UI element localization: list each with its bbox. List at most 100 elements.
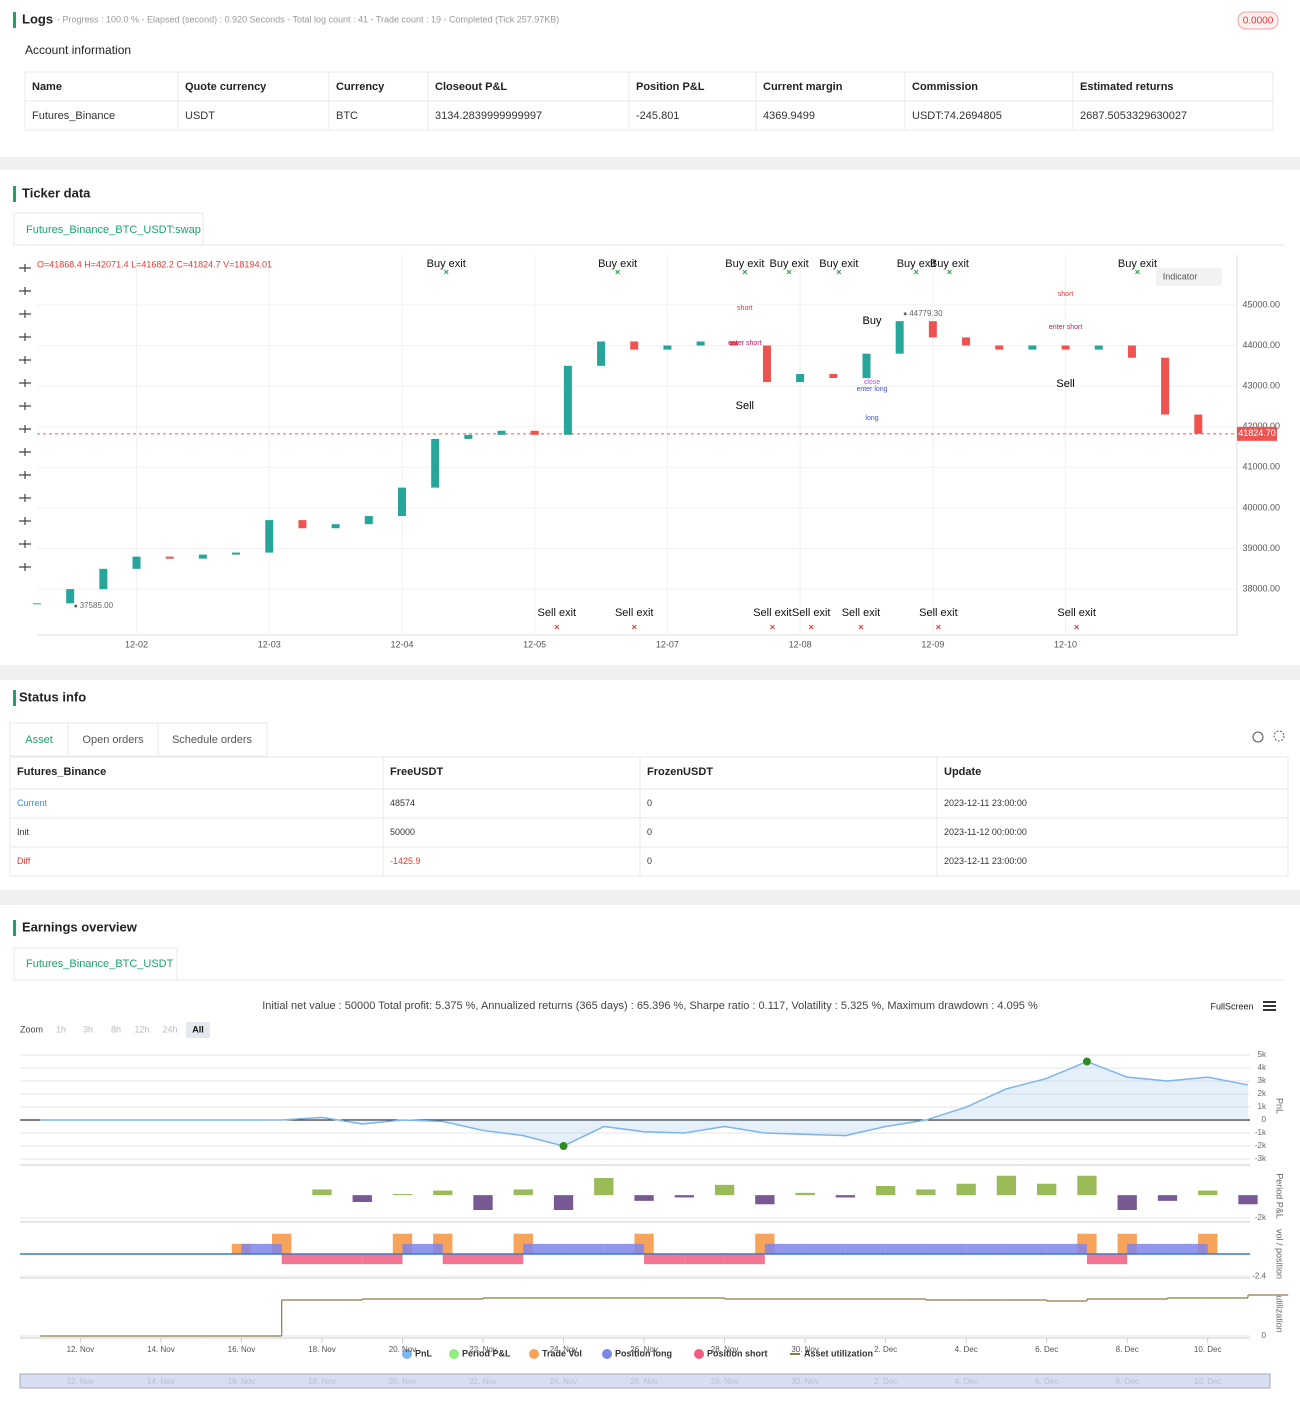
legend-item: Position short	[707, 1348, 768, 1358]
candle	[729, 341, 738, 346]
candle	[132, 556, 141, 569]
zoom-button-bg[interactable]	[186, 1022, 210, 1038]
signal-label: long	[865, 415, 878, 422]
ohlc-text: O=41868.4 H=42071.4 L=41682.2 C=41824.7 …	[37, 259, 272, 269]
table-header: Current margin	[763, 81, 843, 93]
table-header: Commission	[912, 81, 978, 93]
candle	[530, 430, 539, 435]
bar	[916, 1189, 936, 1196]
settings-icon[interactable]	[1273, 730, 1285, 742]
table-cell: 3134.2839999999997	[435, 110, 542, 122]
toolbar-icon[interactable]	[19, 333, 31, 341]
pnl-area	[40, 1061, 1248, 1147]
bar	[392, 1194, 413, 1196]
x-tick-label: 12-04	[390, 639, 413, 649]
table-header: Name	[32, 81, 62, 93]
x-tick-label: 22. Nov	[469, 1345, 497, 1354]
toolbar-icon[interactable]	[19, 540, 31, 548]
x-tick-label: 26. Nov	[630, 1345, 658, 1354]
exit-label: Buy exit	[897, 258, 936, 270]
section-marker	[13, 690, 16, 706]
candle	[497, 430, 506, 435]
candle	[397, 487, 406, 517]
navigator[interactable]	[19, 1373, 1271, 1389]
table-cell: -245.801	[636, 110, 679, 122]
table-header: FrozenUSDT	[647, 766, 713, 778]
bar	[1077, 1175, 1097, 1196]
exit-cross	[836, 269, 842, 275]
x-tick-label: 12-08	[789, 639, 812, 649]
toolbar-icon[interactable]	[19, 448, 31, 456]
earnings-tab[interactable]	[13, 947, 178, 981]
toolbar-icon[interactable]	[19, 402, 31, 410]
table-cell: Init	[17, 827, 30, 837]
x-tick-label: 12-07	[656, 639, 679, 649]
section-marker	[13, 920, 16, 936]
x-tick-label: 28. Nov	[711, 1345, 739, 1354]
position-band	[845, 1243, 886, 1254]
position-band	[402, 1243, 443, 1254]
summary-text: Initial net value : 50000 Total profit: …	[262, 1000, 1038, 1012]
navigator-label: 6. Dec	[1035, 1377, 1058, 1386]
toolbar-icon[interactable]	[19, 517, 31, 525]
candle	[331, 524, 340, 529]
toolbar-icon[interactable]	[19, 563, 31, 571]
legend-symbol	[602, 1349, 612, 1359]
table-cell: 2023-12-11 23:00:00	[944, 798, 1027, 808]
bar	[1117, 1195, 1137, 1210]
section-title: Ticker data	[22, 185, 91, 200]
y-tick-label: 0	[1262, 1115, 1267, 1124]
navigator-label: 28. Nov	[711, 1377, 739, 1386]
x-tick-label: 14. Nov	[147, 1345, 175, 1354]
cloud-icon[interactable]	[1252, 731, 1264, 743]
candle	[464, 434, 473, 439]
exit-label: Sell exit	[1057, 607, 1096, 619]
zoom-button: 1h	[56, 1024, 66, 1034]
extreme-marker	[559, 1142, 568, 1151]
table-frame	[9, 756, 1289, 877]
x-tick-label: 4. Dec	[955, 1345, 978, 1354]
table-cell: 48574	[390, 798, 415, 808]
toolbar-icon[interactable]	[19, 494, 31, 502]
table-cell: 2023-12-11 23:00:00	[944, 856, 1027, 866]
navigator-label: 30. Nov	[791, 1377, 819, 1386]
x-tick-label: 30. Nov	[791, 1345, 819, 1354]
pnl-line	[40, 1060, 1249, 1147]
table-header: Update	[944, 766, 981, 778]
toolbar-icon[interactable]	[19, 287, 31, 295]
toolbar-icon[interactable]	[19, 356, 31, 364]
candle	[1028, 345, 1037, 350]
legend-item: Period P&L	[462, 1348, 511, 1358]
bar	[755, 1195, 775, 1205]
status-tab[interactable]	[157, 722, 268, 757]
x-tick-label: 12. Nov	[67, 1345, 95, 1354]
toolbar-icon[interactable]	[19, 310, 31, 318]
y-tick-label: 43000.00	[1242, 381, 1280, 391]
status-tab[interactable]	[67, 722, 159, 757]
position-band	[966, 1243, 1007, 1254]
y-tick-label: 38000.00	[1242, 583, 1280, 593]
zoom-label: Zoom	[20, 1024, 43, 1034]
toolbar-icon[interactable]	[19, 264, 31, 272]
bar	[1198, 1190, 1218, 1196]
ticker-tab[interactable]	[13, 212, 204, 246]
bar	[1238, 1195, 1258, 1205]
x-tick-label: 12-05	[523, 639, 546, 649]
toolbar-icon[interactable]	[19, 471, 31, 479]
indicator-button[interactable]	[1156, 268, 1222, 286]
menu-icon[interactable]	[1263, 1001, 1276, 1011]
toolbar-icon[interactable]	[19, 379, 31, 387]
signal-label: short	[737, 305, 753, 312]
bar	[553, 1195, 574, 1210]
y-tick-label: 1k	[1258, 1102, 1267, 1111]
y-tick-label: 44000.00	[1242, 340, 1280, 350]
candle	[895, 321, 904, 354]
table-header: Closeout P&L	[435, 81, 507, 93]
legend-symbol	[529, 1349, 539, 1359]
toolbar-icon[interactable]	[19, 425, 31, 433]
candle	[928, 321, 937, 338]
position-band	[764, 1243, 806, 1254]
exit-cross	[808, 624, 814, 630]
